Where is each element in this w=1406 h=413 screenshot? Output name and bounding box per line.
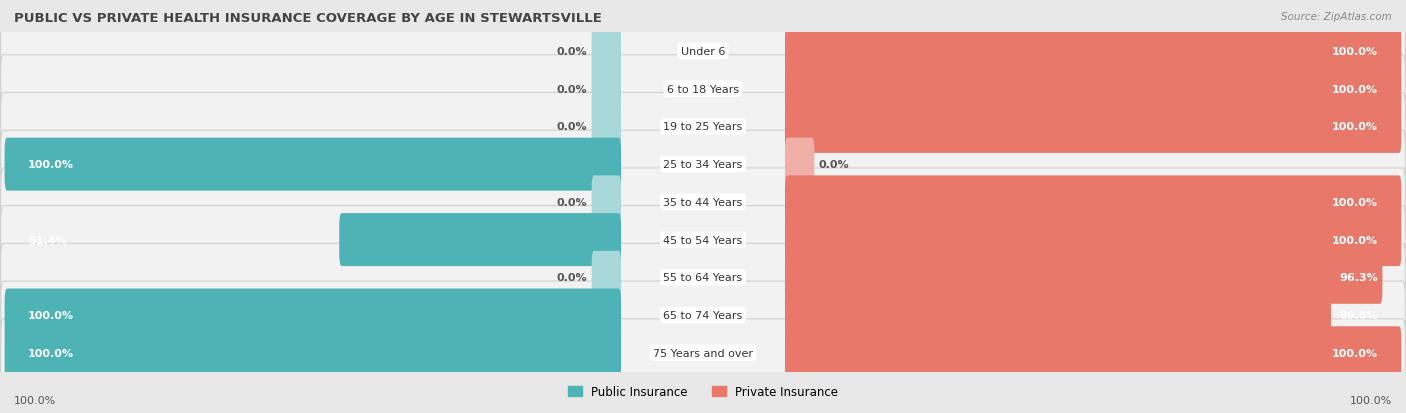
Text: 51.4%: 51.4% [28, 235, 66, 245]
FancyBboxPatch shape [785, 326, 1402, 379]
Text: PUBLIC VS PRIVATE HEALTH INSURANCE COVERAGE BY AGE IN STEWARTSVILLE: PUBLIC VS PRIVATE HEALTH INSURANCE COVER… [14, 12, 602, 25]
Text: 100.0%: 100.0% [1331, 85, 1378, 95]
Text: 0.0%: 0.0% [557, 122, 588, 132]
FancyBboxPatch shape [592, 63, 621, 116]
Legend: Public Insurance, Private Insurance: Public Insurance, Private Insurance [564, 381, 842, 403]
Text: Under 6: Under 6 [681, 47, 725, 57]
Text: 25 to 34 Years: 25 to 34 Years [664, 160, 742, 170]
FancyBboxPatch shape [785, 101, 1402, 154]
Text: 45 to 54 Years: 45 to 54 Years [664, 235, 742, 245]
FancyBboxPatch shape [0, 281, 1406, 349]
FancyBboxPatch shape [4, 326, 621, 379]
FancyBboxPatch shape [785, 138, 814, 191]
Text: 6 to 18 Years: 6 to 18 Years [666, 85, 740, 95]
FancyBboxPatch shape [592, 26, 621, 78]
Text: 100.0%: 100.0% [28, 348, 75, 358]
FancyBboxPatch shape [785, 289, 1331, 342]
FancyBboxPatch shape [0, 93, 1406, 161]
FancyBboxPatch shape [0, 206, 1406, 274]
Text: Source: ZipAtlas.com: Source: ZipAtlas.com [1281, 12, 1392, 22]
FancyBboxPatch shape [4, 289, 621, 342]
Text: 96.3%: 96.3% [1339, 273, 1378, 282]
FancyBboxPatch shape [339, 214, 621, 266]
Text: 19 to 25 Years: 19 to 25 Years [664, 122, 742, 132]
Text: 0.0%: 0.0% [818, 160, 849, 170]
Text: 0.0%: 0.0% [557, 85, 588, 95]
FancyBboxPatch shape [592, 176, 621, 229]
FancyBboxPatch shape [785, 214, 1402, 266]
FancyBboxPatch shape [592, 251, 621, 304]
Text: 35 to 44 Years: 35 to 44 Years [664, 197, 742, 207]
Text: 75 Years and over: 75 Years and over [652, 348, 754, 358]
FancyBboxPatch shape [0, 169, 1406, 236]
Text: 0.0%: 0.0% [557, 47, 588, 57]
Text: 100.0%: 100.0% [28, 310, 75, 320]
Text: 100.0%: 100.0% [1350, 395, 1392, 405]
FancyBboxPatch shape [0, 56, 1406, 123]
Text: 100.0%: 100.0% [1331, 348, 1378, 358]
Text: 100.0%: 100.0% [1331, 235, 1378, 245]
FancyBboxPatch shape [785, 26, 1402, 78]
Text: 0.0%: 0.0% [557, 273, 588, 282]
FancyBboxPatch shape [0, 244, 1406, 311]
Text: 100.0%: 100.0% [14, 395, 56, 405]
FancyBboxPatch shape [785, 63, 1402, 116]
Text: 100.0%: 100.0% [1331, 47, 1378, 57]
FancyBboxPatch shape [785, 251, 1382, 304]
FancyBboxPatch shape [4, 138, 621, 191]
FancyBboxPatch shape [785, 176, 1402, 229]
Text: 100.0%: 100.0% [1331, 197, 1378, 207]
Text: 89.0%: 89.0% [1340, 310, 1378, 320]
FancyBboxPatch shape [0, 131, 1406, 199]
FancyBboxPatch shape [592, 101, 621, 154]
Text: 0.0%: 0.0% [557, 197, 588, 207]
FancyBboxPatch shape [0, 319, 1406, 387]
Text: 100.0%: 100.0% [1331, 122, 1378, 132]
Text: 55 to 64 Years: 55 to 64 Years [664, 273, 742, 282]
FancyBboxPatch shape [0, 18, 1406, 86]
Text: 100.0%: 100.0% [28, 160, 75, 170]
Text: 65 to 74 Years: 65 to 74 Years [664, 310, 742, 320]
